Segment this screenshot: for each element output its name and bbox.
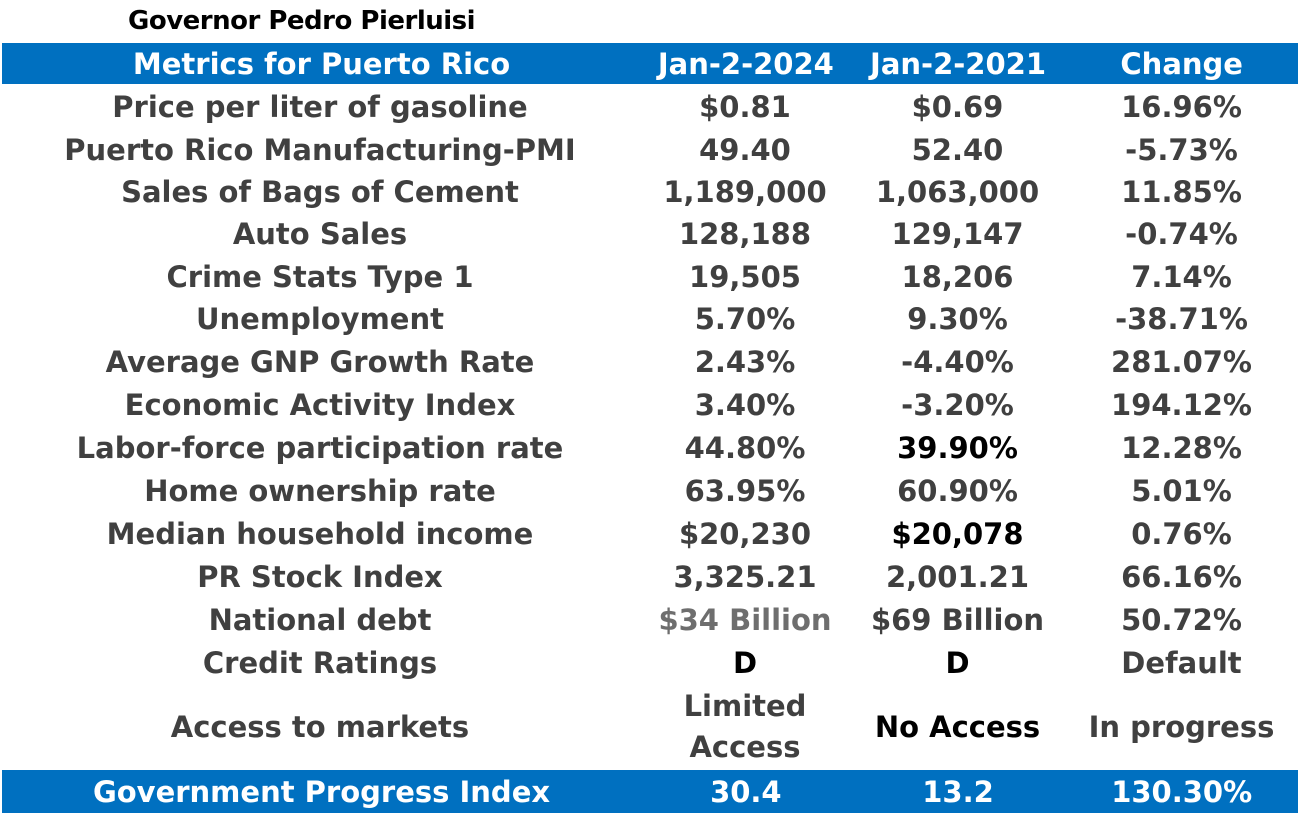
table-row: Puerto Rico Manufacturing-PMI 49.40 52.4… [0,128,1298,171]
metric-label: Price per liter of gasoline [112,90,528,124]
value-2021: No Access [874,710,1041,744]
value-change: 50.72% [1121,602,1242,637]
value-change: 11.85% [1121,175,1242,209]
header-col-change: Change [1120,46,1243,81]
table-row: PR Stock Index 3,325.21 2,001.21 66.16% [0,555,1298,598]
value-change: 5.01% [1131,473,1232,508]
metric-label: Unemployment [195,302,444,336]
value-2024: 3,325.21 [673,559,817,594]
value-change: -5.73% [1125,132,1238,167]
value-2024: $34 Billion [658,602,832,637]
value-2024: $0.81 [699,90,791,124]
metric-label: Economic Activity Index [124,387,516,422]
value-2024: Limited Access [683,689,807,764]
metric-label: Credit Ratings [202,645,438,680]
table-row: Credit Ratings D D Default [0,641,1298,684]
value-2024: $20,230 [678,516,812,551]
table-row: Average GNP Growth Rate 2.43% -4.40% 281… [0,340,1298,383]
metric-label: Labor-force participation rate [76,430,564,465]
value-2021: 39.90% [897,430,1018,465]
value-change: 16.96% [1121,90,1242,124]
table-row: Economic Activity Index 3.40% -3.20% 194… [0,383,1298,426]
header-col-2021: Jan-2-2021 [870,46,1046,81]
table-row: Sales of Bags of Cement 1,189,000 1,063,… [0,171,1298,213]
table-header: Metrics for Puerto Rico Jan-2-2024 Jan-2… [2,43,1298,84]
value-2021: 60.90% [897,473,1018,508]
footer-value-2021: 13.2 [922,774,994,809]
value-2021: $0.69 [911,90,1004,124]
header-metric: Metrics for Puerto Rico [132,46,511,81]
value-change: 281.07% [1111,344,1252,379]
table-row: Crime Stats Type 1 19,505 18,206 7.14% [0,255,1298,298]
value-2024: D [732,645,758,680]
metric-label: Crime Stats Type 1 [166,259,474,294]
value-2024: 2.43% [694,344,796,379]
value-change: In progress [1088,710,1275,744]
table-row: Access to markets Limited Access No Acce… [0,686,1298,768]
value-2021: 1,063,000 [875,175,1040,209]
value-2024: 128,188 [678,217,812,251]
metric-label: PR Stock Index [197,559,443,594]
value-2021: D [945,645,970,680]
value-2021: 9.30% [907,302,1008,336]
table-row: Auto Sales 128,188 129,147 -0.74% [0,213,1298,255]
value-2021: 2,001.21 [885,559,1030,594]
value-change: 0.76% [1131,516,1232,551]
footer-value-change: 130.30% [1111,774,1253,809]
value-change: -0.74% [1125,217,1238,251]
metric-label: Access to markets [170,710,470,744]
metric-label: Median household income [106,516,534,551]
value-2021: $20,078 [891,516,1024,551]
value-2024: 1,189,000 [663,175,827,209]
value-2021: 129,147 [891,217,1024,251]
value-2021: -3.20% [901,387,1014,422]
metric-label: National debt [208,602,432,637]
footer-metric: Government Progress Index [92,774,551,809]
footer-value-2024: 30.4 [710,774,782,809]
value-change: 194.12% [1111,387,1252,422]
table-row: National debt $34 Billion $69 Billion 50… [0,598,1298,641]
table-footer: Government Progress Index 30.4 13.2 130.… [2,770,1298,813]
metric-label: Sales of Bags of Cement [121,175,519,209]
value-2024: 49.40 [699,132,791,167]
value-change: 7.14% [1131,259,1232,294]
value-2024: 3.40% [694,387,796,422]
value-2024: 63.95% [684,473,806,508]
value-2024: 5.70% [694,302,796,336]
table-row: Price per liter of gasoline $0.81 $0.69 … [0,86,1298,128]
table-row: Labor-force participation rate 44.80% 39… [0,426,1298,469]
header-col-2024: Jan-2-2024 [657,46,834,81]
metric-label: Auto Sales [232,217,408,251]
value-2024: 44.80% [684,430,806,465]
value-2021: $69 Billion [870,602,1045,637]
metric-label: Home ownership rate [144,473,496,508]
value-change: 66.16% [1121,559,1242,594]
value-change: 12.28% [1121,430,1242,465]
value-2021: -4.40% [901,344,1014,379]
value-change: -38.71% [1115,302,1248,336]
value-change: Default [1121,645,1242,680]
value-2021: 52.40 [911,132,1004,167]
metric-label: Average GNP Growth Rate [105,344,535,379]
metric-label: Puerto Rico Manufacturing-PMI [64,132,576,167]
page-title: Governor Pedro Pierluisi [128,6,476,36]
table-row: Unemployment 5.70% 9.30% -38.71% [0,298,1298,340]
value-2021: 18,206 [901,259,1014,294]
value-2024: 19,505 [689,259,801,294]
table-row: Median household income $20,230 $20,078 … [0,512,1298,555]
table-row: Home ownership rate 63.95% 60.90% 5.01% [0,469,1298,512]
